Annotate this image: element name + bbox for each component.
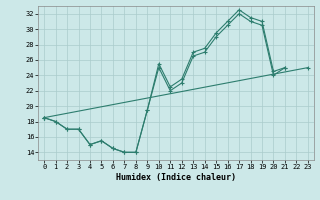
X-axis label: Humidex (Indice chaleur): Humidex (Indice chaleur) (116, 173, 236, 182)
